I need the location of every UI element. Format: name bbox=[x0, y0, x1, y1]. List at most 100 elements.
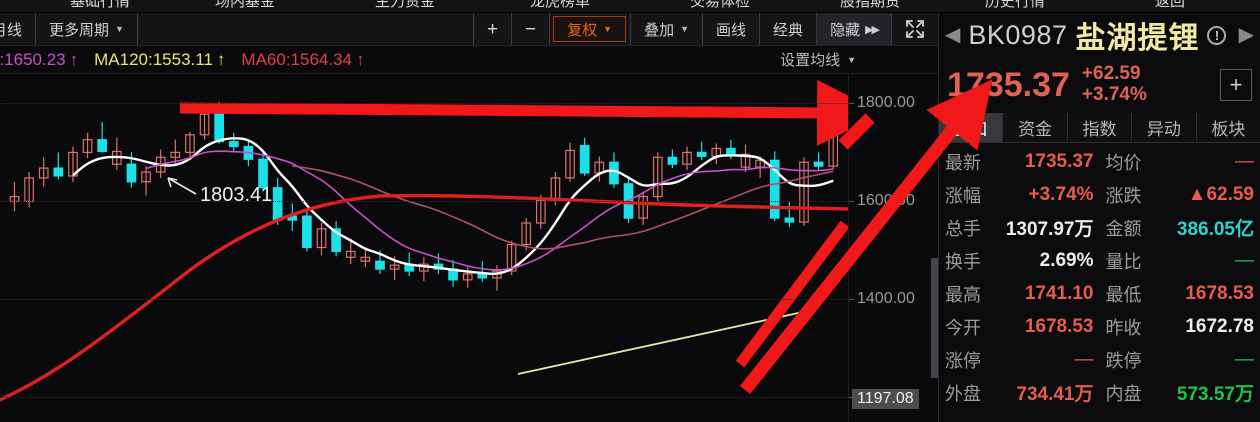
candle bbox=[126, 163, 137, 183]
ma60-line bbox=[0, 193, 854, 402]
ma-legend-text: MA120:1553.11 bbox=[94, 49, 213, 69]
quote-value: — bbox=[1235, 150, 1254, 172]
quote-label: 涨停 bbox=[945, 350, 981, 371]
trend-up-icon: ↑ bbox=[216, 49, 226, 69]
classic-button[interactable]: 经典 bbox=[759, 13, 818, 45]
fullscreen-button[interactable] bbox=[891, 13, 938, 45]
next-symbol-icon[interactable]: ▶ bbox=[1238, 24, 1254, 46]
chevron-down-icon: ▼ bbox=[603, 24, 613, 34]
quote-cell: 最新 1735.37 bbox=[939, 149, 1100, 175]
diagonal-red-arrow-chart bbox=[735, 220, 850, 368]
overlay-button[interactable]: 叠加 ▼ bbox=[630, 13, 704, 45]
candlestick-plot[interactable]: 1803.41 bbox=[0, 74, 883, 422]
price-change-pct: +3.74% bbox=[1081, 84, 1147, 105]
classic-label: 经典 bbox=[773, 21, 804, 39]
quote-row: 最高 1741.10 最低 1678.53 bbox=[939, 277, 1260, 310]
gridline bbox=[0, 299, 848, 301]
vertical-scrollbar[interactable] bbox=[931, 258, 938, 378]
quote-cell: 量比 — bbox=[1100, 248, 1260, 274]
quote-value: ▲62.59 bbox=[1187, 183, 1254, 205]
quote-value: — bbox=[1235, 348, 1254, 370]
more-period-label: 更多周期 bbox=[49, 21, 110, 39]
horizontal-red-arrow bbox=[179, 79, 883, 146]
quote-value: 1672.78 bbox=[1185, 315, 1254, 337]
candle bbox=[477, 273, 488, 279]
top-menu-item[interactable]: 主力资金 bbox=[375, 0, 436, 10]
candle bbox=[53, 167, 64, 177]
ma-legend-row: 0:1650.23↑MA120:1553.11↑MA60:1564.34↑ 设置… bbox=[0, 46, 938, 74]
top-menu-strip: 基础行情 场内基金 主力资金 龙虎榜单 交易体检 股指期货 历史行情 返回 bbox=[0, 0, 1260, 13]
prev-symbol-icon[interactable]: ◀ bbox=[945, 24, 961, 46]
price-change-abs: +62.59 bbox=[1081, 63, 1141, 85]
quote-panel: ◀ BK0987 盐湖提锂 ! ▶ 1735.37 +62.59 +3.74% … bbox=[938, 13, 1260, 422]
quote-tab-3[interactable]: 异动 bbox=[1132, 113, 1197, 142]
ma-settings-button[interactable]: 设置均线 ▼ bbox=[780, 49, 856, 70]
gridline bbox=[0, 201, 848, 203]
candle bbox=[214, 109, 225, 143]
quote-tab-2[interactable]: 指数 bbox=[1067, 113, 1133, 142]
quote-cell: 昨收 1672.78 bbox=[1100, 314, 1260, 340]
toolbar-spacer bbox=[137, 13, 473, 45]
quote-cell: 换手 2.69% bbox=[939, 248, 1100, 274]
candle bbox=[199, 113, 210, 136]
quote-cell: 今开 1678.53 bbox=[939, 314, 1100, 340]
period-button-cut[interactable]: 月线 bbox=[0, 13, 37, 45]
quote-tab-label: 异动 bbox=[1146, 120, 1181, 139]
candle bbox=[68, 151, 78, 177]
period-label: 月线 bbox=[0, 21, 23, 39]
price-axis-label: 1800.00 bbox=[857, 94, 915, 112]
warning-icon[interactable]: ! bbox=[1207, 25, 1227, 45]
quote-tab-4[interactable]: 板块 bbox=[1196, 113, 1260, 142]
highlighted-price-label: 1197.08 bbox=[852, 388, 919, 409]
top-menu-item[interactable]: 交易体检 bbox=[690, 0, 751, 10]
top-menu-item[interactable]: 返回 bbox=[1155, 0, 1186, 10]
quote-cell: 总手 1307.97万 bbox=[939, 214, 1100, 241]
quote-cell: 最高 1741.10 bbox=[939, 281, 1100, 307]
ma-legend-text: 0:1650.23 bbox=[0, 49, 66, 69]
quote-label: 昨收 bbox=[1105, 317, 1142, 338]
adjust-price-button[interactable]: 复权 ▼ bbox=[553, 16, 627, 42]
top-menu-item[interactable]: 基础行情 bbox=[70, 0, 131, 10]
chart-svg bbox=[0, 79, 883, 402]
quote-value: 2.69% bbox=[1039, 249, 1094, 271]
quote-row: 今开 1678.53 昨收 1672.78 bbox=[939, 310, 1260, 343]
ma-line bbox=[145, 150, 834, 271]
double-chevron-right-icon: ▶▶ bbox=[865, 23, 880, 36]
axis-tick bbox=[849, 299, 854, 301]
top-menu-item[interactable]: 场内基金 bbox=[215, 0, 276, 10]
candle bbox=[696, 151, 707, 157]
quote-label: 最新 bbox=[945, 152, 981, 173]
quote-tab-1[interactable]: 资金 bbox=[1003, 113, 1068, 142]
quote-tab-0[interactable]: 盘口 bbox=[939, 113, 1004, 142]
quote-row: 外盘 734.41万 内盘 573.57万 bbox=[939, 376, 1260, 409]
quote-value: 573.57万 bbox=[1176, 384, 1254, 405]
zoom-out-button[interactable]: − bbox=[511, 13, 551, 45]
price-axis-label: 1600.00 bbox=[857, 192, 915, 210]
gridline bbox=[0, 397, 848, 399]
top-menu-item[interactable]: 历史行情 bbox=[985, 0, 1046, 10]
quote-row: 最新 1735.37 均价 — bbox=[939, 145, 1260, 178]
quote-tab-label: 板块 bbox=[1211, 120, 1246, 139]
draw-line-button[interactable]: 画线 bbox=[702, 13, 761, 45]
quote-label: 内盘 bbox=[1105, 383, 1142, 404]
candle bbox=[316, 228, 327, 249]
top-menu-item[interactable]: 龙虎榜单 bbox=[530, 0, 591, 10]
quote-value: 1735.37 bbox=[1024, 150, 1094, 172]
zoom-in-button[interactable]: + bbox=[472, 13, 513, 45]
candle bbox=[170, 151, 181, 158]
more-period-button[interactable]: 更多周期 ▼ bbox=[35, 13, 138, 45]
quote-cell: 涨停 — bbox=[939, 347, 1100, 373]
quote-row: 涨停 — 跌停 — bbox=[939, 343, 1260, 376]
add-to-watchlist-button[interactable]: + bbox=[1220, 69, 1252, 101]
ma-legend-item: MA120:1553.11 ↑ bbox=[94, 50, 225, 70]
quote-cell: 外盘 734.41万 bbox=[939, 379, 1100, 406]
quote-label: 最低 bbox=[1105, 284, 1142, 305]
peak-price-annotation: 1803.41 bbox=[200, 184, 273, 206]
quote-header: ◀ BK0987 盐湖提锂 ! ▶ bbox=[939, 13, 1260, 57]
quote-label: 量比 bbox=[1105, 251, 1142, 272]
quote-cell: 涨幅 +3.74% bbox=[939, 182, 1100, 208]
price-axis-label: 1400.00 bbox=[857, 290, 915, 308]
hide-panel-button[interactable]: 隐藏 ▶▶ bbox=[816, 13, 892, 45]
top-menu-item[interactable]: 股指期货 bbox=[840, 0, 901, 10]
